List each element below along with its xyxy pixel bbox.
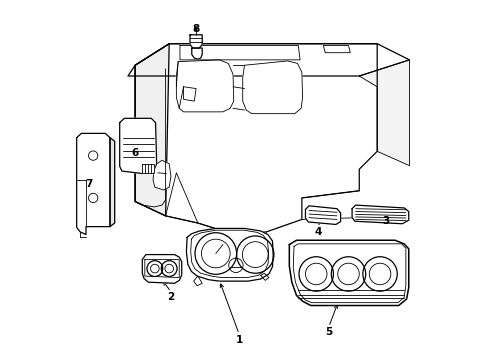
- Polygon shape: [135, 44, 169, 216]
- Polygon shape: [351, 205, 408, 224]
- Polygon shape: [190, 35, 202, 48]
- Text: 6: 6: [131, 148, 139, 158]
- Polygon shape: [142, 255, 182, 283]
- Polygon shape: [128, 44, 408, 76]
- Polygon shape: [120, 118, 156, 174]
- Polygon shape: [183, 87, 196, 101]
- Polygon shape: [142, 164, 154, 173]
- Polygon shape: [193, 276, 202, 286]
- Polygon shape: [190, 230, 268, 278]
- Polygon shape: [260, 273, 268, 280]
- Text: 2: 2: [167, 292, 174, 302]
- Text: 7: 7: [84, 179, 92, 189]
- Text: 5: 5: [325, 327, 332, 337]
- Polygon shape: [153, 160, 171, 190]
- Polygon shape: [242, 61, 302, 114]
- Polygon shape: [323, 45, 349, 53]
- Text: 8: 8: [192, 24, 199, 35]
- Polygon shape: [110, 138, 115, 226]
- Polygon shape: [359, 60, 408, 166]
- Polygon shape: [191, 48, 202, 59]
- Text: 3: 3: [382, 216, 389, 226]
- Polygon shape: [293, 244, 405, 303]
- Polygon shape: [289, 240, 408, 306]
- Polygon shape: [305, 206, 340, 225]
- Polygon shape: [77, 134, 110, 234]
- Polygon shape: [135, 44, 376, 232]
- Polygon shape: [186, 228, 273, 281]
- Polygon shape: [144, 260, 179, 278]
- Polygon shape: [176, 60, 233, 112]
- Text: 4: 4: [314, 227, 321, 237]
- Text: 1: 1: [235, 334, 242, 345]
- Polygon shape: [180, 45, 300, 60]
